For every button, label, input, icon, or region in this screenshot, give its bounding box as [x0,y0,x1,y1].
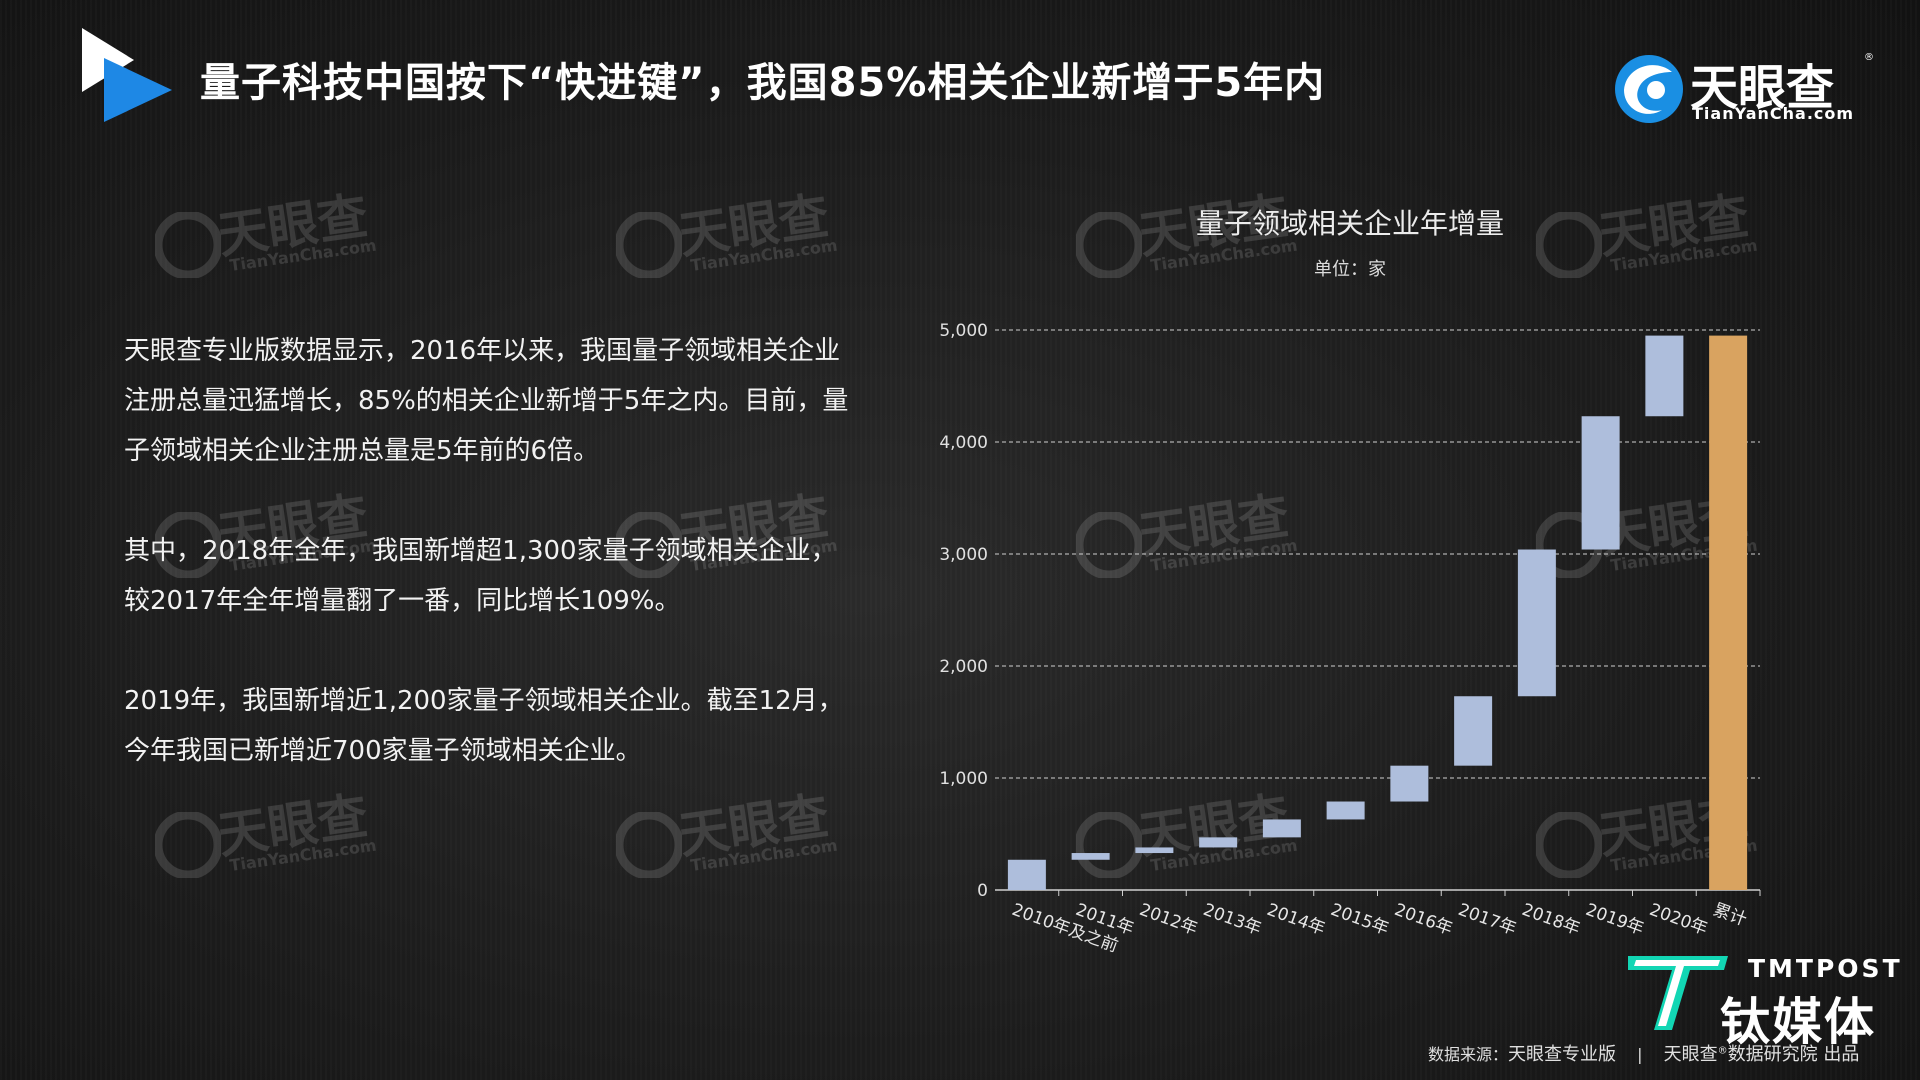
y-tick-label: 1,000 [939,769,988,789]
x-tick-label: 2016年 [1392,900,1455,939]
tmtpost-wordmark: TMTPOST [1748,954,1903,983]
data-source: 数据来源：天眼查专业版 | 天眼查®数据研究院 出品 [1428,1040,1859,1066]
x-tick-label: 2015年 [1328,900,1391,939]
y-tick-label: 5,000 [939,321,988,341]
bar-increment [1326,801,1365,820]
brand-registered-mark: ® [1864,52,1874,63]
paragraph: 天眼查专业版数据显示，2016年以来，我国量子领域相关企业注册总量迅猛增长，85… [124,336,849,466]
brand-url: TianYanCha.com [1692,104,1855,123]
tianyancha-eye-icon [1615,55,1683,123]
bar-increment [1199,837,1238,848]
source-separator: | [1637,1045,1643,1064]
x-tick-label: 累计 [1710,900,1749,930]
chart-unit: 单位：家 [1314,259,1386,280]
tmt-logo-icon [1628,956,1728,1030]
bar-increment [1517,549,1556,697]
bar-increment [1581,416,1620,550]
brand-name: 天眼查 [1690,60,1835,116]
body-text: 天眼查专业版数据显示，2016年以来，我国量子领域相关企业注册总量迅猛增长，85… [124,326,854,826]
source-org: 天眼查 [1663,1044,1718,1065]
page-title: 量子科技中国按下“快进键”，我国85%相关企业新增于5年内 [200,60,1326,106]
x-tick-label: 2019年 [1583,900,1646,939]
x-tick-label: 2018年 [1519,900,1582,939]
tmtpost-chinese-name: 钛媒体 [1720,993,1876,1051]
bar-increment [1071,853,1110,860]
x-tick-label: 2014年 [1264,900,1327,939]
source-org-registered-mark: ® [1717,1045,1728,1057]
x-tick-label: 2013年 [1200,900,1263,939]
source-suffix: 数据研究院 出品 [1727,1044,1860,1065]
y-tick-label: 0 [977,881,988,901]
bar-increment [1390,765,1429,802]
paragraph: 2019年，我国新增近1,200家量子领域相关企业。截至12月，今年我国已新增近… [124,686,844,766]
bar-increment [1645,335,1684,417]
y-tick-label: 3,000 [939,545,988,565]
x-tick-label: 2017年 [1455,900,1518,939]
bar-total [1709,335,1748,891]
brand-logo: 天眼查 ® TianYanCha.com [1612,48,1874,128]
source-label: 数据来源： [1428,1045,1509,1064]
x-tick-label: 2012年 [1137,900,1200,939]
y-tick-label: 4,000 [939,433,988,453]
play-icon [82,28,172,122]
chart-title: 量子领域相关企业年增量 [1195,207,1504,240]
paragraph: 其中，2018年全年，我国新增超1,300家量子领域相关企业，较2017年全年增… [124,536,837,616]
tmtpost-logo: TMTPOST 钛媒体 [1628,952,1908,1051]
bar-increment [1135,847,1174,854]
source-name: 天眼查专业版 [1508,1044,1617,1065]
y-tick-label: 2,000 [939,657,988,677]
bar-increment [1454,696,1493,766]
bar-increment [1007,859,1046,890]
bar-increment [1262,819,1301,838]
x-tick-label: 2020年 [1647,900,1710,939]
